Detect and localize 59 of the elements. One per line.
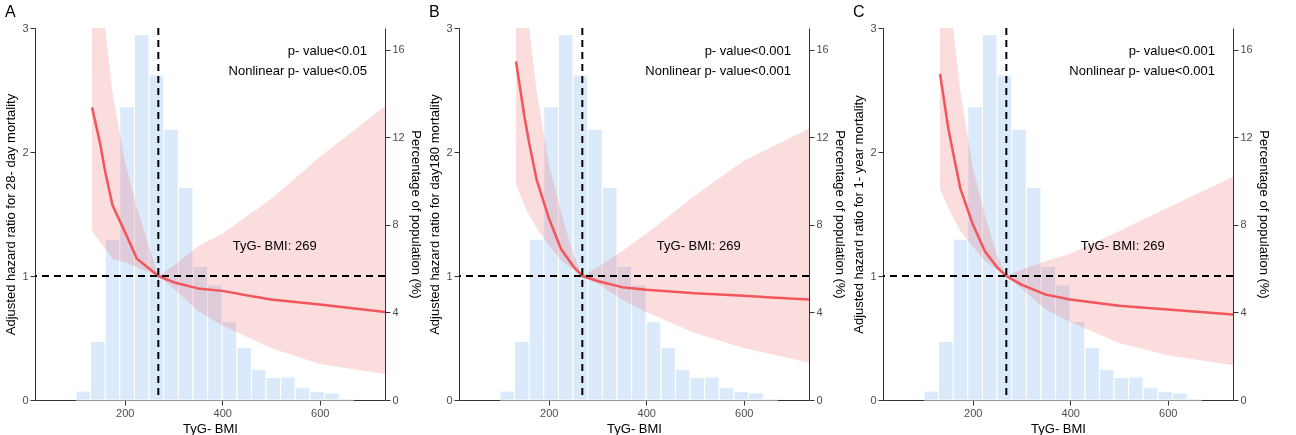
annotation: TyG- BMI: 269 (232, 238, 317, 254)
y-tick-label: 3 (870, 21, 877, 34)
y-axis-title: Adjusted hazard ratio for 1- year mortality (851, 94, 867, 334)
annotation: Nonlinear p- value<0.05 (228, 63, 367, 78)
y-tick-label: 2 (870, 145, 877, 158)
annotation: TyG- BMI: 269 (1080, 238, 1165, 254)
annotation: TyG- BMI: 269 (656, 238, 741, 254)
x-tick-label: 600 (311, 406, 330, 419)
line-series (514, 60, 811, 301)
y2-tick-label: 12 (1240, 130, 1253, 143)
chart-title: B (429, 3, 440, 20)
chart-title: C (853, 3, 865, 20)
y2-tick-label: 8 (1240, 218, 1247, 231)
x-tick-label: 200 (540, 406, 559, 419)
annotation: Nonlinear p- value<0.001 (645, 63, 791, 78)
y-axis-title: Adjusted hazard ratio for day180 mortality (427, 93, 443, 335)
x-tick-label: 400 (213, 406, 232, 419)
y2-tick-label: 0 (816, 393, 823, 406)
y-tick-label: 1 (446, 269, 453, 282)
y-tick-label: 2 (446, 145, 453, 158)
x-axis-title: TyG- BMI (183, 420, 238, 435)
y2-tick-label: 4 (816, 305, 823, 318)
x-tick-label: 600 (1159, 406, 1178, 419)
y-tick-label: 0 (446, 393, 453, 406)
y2-axis-title: Percentage of population (%) (832, 130, 848, 299)
y2-tick-label: 12 (816, 130, 829, 143)
x-tick-label: 600 (735, 406, 754, 419)
y-tick-label: 1 (22, 269, 29, 282)
y2-tick-label: 4 (392, 305, 399, 318)
annotation: p- value<0.001 (1128, 43, 1215, 58)
chart-title: A (5, 3, 16, 20)
y-axis-title: Adjusted hazard ratio for 28- day mortality (3, 93, 19, 336)
x-tick-label: 200 (964, 406, 983, 419)
annotation: p- value<0.01 (287, 43, 367, 58)
y2-tick-label: 4 (1240, 305, 1247, 318)
y2-axis-title: Percentage of population (%) (408, 130, 424, 299)
y2-tick-label: 16 (816, 43, 829, 56)
annotation: p- value<0.001 (704, 43, 791, 58)
y2-tick-label: 0 (1240, 393, 1247, 406)
y-tick-label: 3 (446, 21, 453, 34)
y-tick-label: 0 (870, 393, 877, 406)
y2-tick-label: 16 (392, 43, 405, 56)
x-axis-title: TyG- BMI (1031, 420, 1086, 435)
line-series (90, 106, 387, 314)
y2-tick-label: 8 (816, 218, 823, 231)
annotation: Nonlinear p- value<0.001 (1069, 63, 1215, 78)
x-tick-label: 400 (637, 406, 656, 419)
x-axis-title: TyG- BMI (607, 420, 662, 435)
y2-tick-label: 8 (392, 218, 399, 231)
y-tick-label: 1 (870, 269, 877, 282)
y-tick-label: 0 (22, 393, 29, 406)
y2-tick-label: 16 (1240, 43, 1253, 56)
y-tick-label: 2 (22, 145, 29, 158)
y-tick-label: 3 (22, 21, 29, 34)
y2-tick-label: 0 (392, 393, 399, 406)
y2-axis-title: Percentage of population (%) (1256, 130, 1272, 299)
x-tick-label: 400 (1061, 406, 1080, 419)
y2-tick-label: 12 (392, 130, 405, 143)
x-tick-label: 200 (116, 406, 135, 419)
